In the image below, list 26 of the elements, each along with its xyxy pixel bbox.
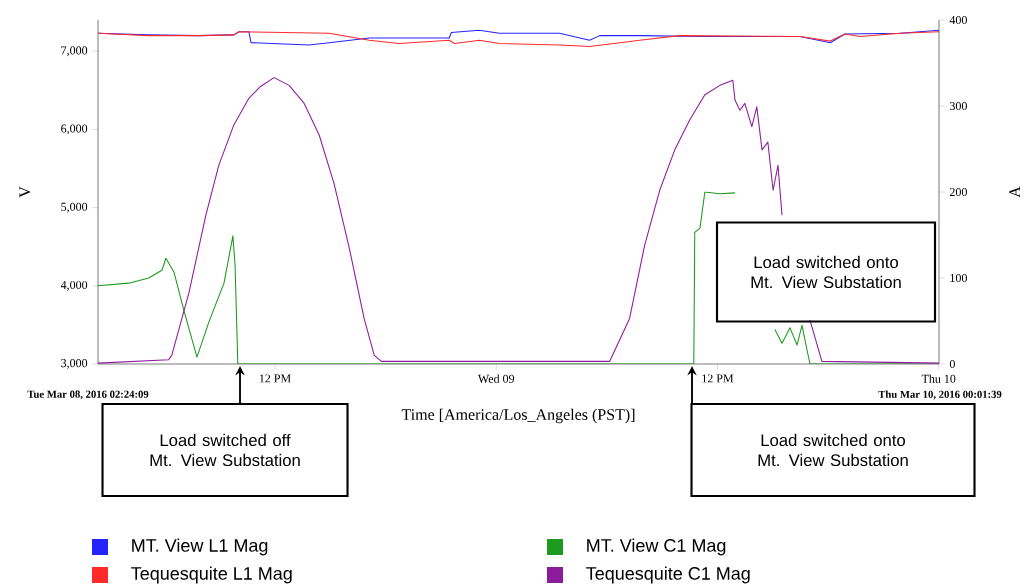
x-tick-label: Wed 09 xyxy=(477,374,515,383)
legend-label: MT. View L1 Mag xyxy=(132,538,268,556)
x-tick-label: 12 PM xyxy=(259,374,291,383)
y-tick-label: 5,000 xyxy=(61,202,88,213)
y2-tick-label: 0 xyxy=(949,359,955,369)
legend-label: Tequesquite L1 Mag xyxy=(131,566,292,584)
text: Thu Mar 10, 2016 00:01:39 xyxy=(878,390,1002,400)
y2-axis-title: A xyxy=(1009,186,1020,198)
y-axis-title: V xyxy=(19,186,31,198)
text: Load switched onto Mt. View Substation xyxy=(758,433,908,467)
annotation: Load switched onto Mt. View Substation xyxy=(751,255,901,289)
legend-label: Tequesquite C1 Mag xyxy=(586,566,750,584)
y2-tick-label: 200 xyxy=(949,187,967,197)
legend-label: MT. View C1 Mag xyxy=(587,538,726,556)
x-tick-label: Thu 10 xyxy=(921,374,956,383)
y-tick-label: 4,000 xyxy=(60,280,88,291)
y-tick-label: 6,000 xyxy=(61,124,88,135)
x-tick-label: 12 PM xyxy=(702,374,734,383)
text: Tue Mar 08, 2016 02:24:09 xyxy=(27,390,149,400)
y2-tick-label: 400 xyxy=(949,15,967,25)
y2-tick-label: 300 xyxy=(949,101,967,111)
x-axis-title: Time [America/Los_Angeles (PST)] xyxy=(401,408,635,424)
text: Load switched off Mt. View Substation xyxy=(150,433,300,467)
y-tick-label: 3,000 xyxy=(61,359,88,369)
y2-tick-label: 100 xyxy=(950,273,967,283)
y-tick-label: 7,000 xyxy=(61,46,88,57)
